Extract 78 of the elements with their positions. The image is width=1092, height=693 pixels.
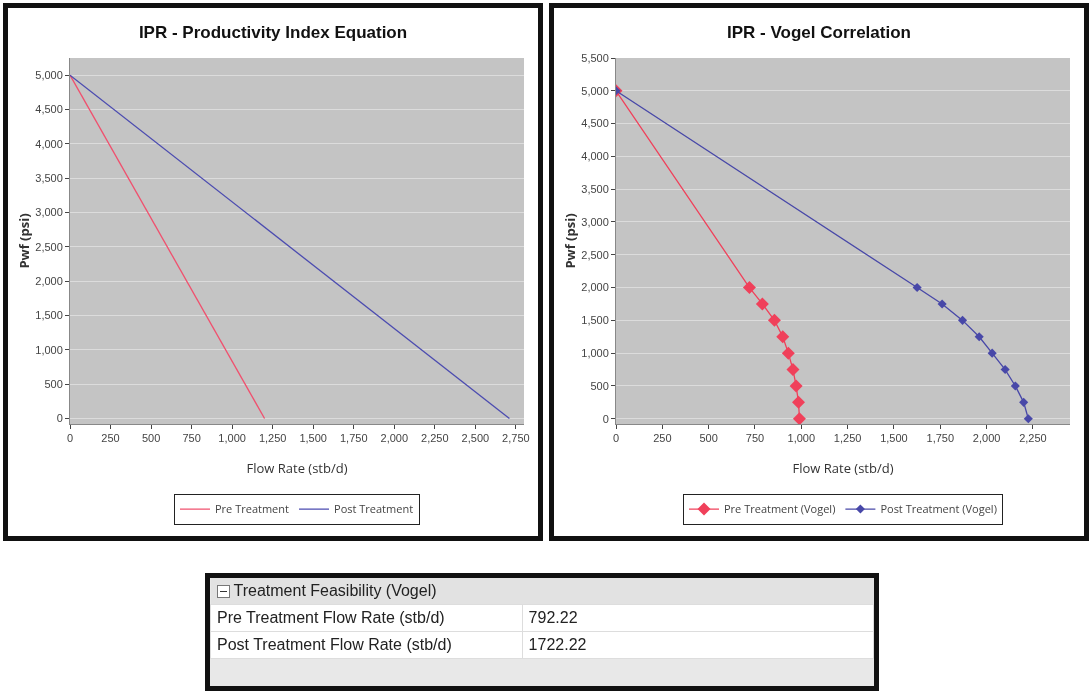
text: 1722.22 (522, 631, 874, 659)
y-axis-title: Pwf (psi) (561, 213, 580, 269)
y-tick-label: 2,500 (581, 248, 609, 261)
point (1000, 365, 1010, 375)
y-tick-label: 1,000 (581, 347, 609, 360)
x-tick-label: 2,250 (421, 432, 449, 445)
point (789, 379, 803, 393)
point (912, 283, 922, 293)
y-tick-label: 1,500 (581, 314, 609, 327)
text: Treatment Feasibility (Vogel) (233, 582, 437, 599)
x-tick-label: 750 (182, 432, 201, 445)
y-tick-label: 5,000 (581, 84, 609, 97)
y-tick-label: 2,500 (35, 240, 63, 253)
legend-label: Pre Treatment (215, 501, 290, 517)
x-tick-label: 0 (66, 432, 74, 445)
y-tick-label: 3,000 (581, 215, 609, 228)
y-tick-label: 3,500 (581, 183, 609, 196)
chart-title: IPR - Vogel Correlation (727, 23, 911, 43)
point (792, 412, 806, 424)
y-tick-label: 0 (602, 412, 609, 425)
legend-label: Post Treatment (Vogel) (880, 501, 997, 517)
point (957, 315, 968, 325)
x-tick-label: 1,000 (218, 432, 246, 445)
y-tick-label: 500 (590, 379, 609, 392)
x-tick-label: 0 (612, 432, 620, 445)
point (1010, 381, 1020, 391)
point (1019, 397, 1029, 407)
text: Pre Treatment Flow Rate (stb/d) (210, 604, 523, 632)
y-tick-label: 1,000 (35, 343, 63, 356)
point (776, 330, 790, 344)
y-tick-label: 4,500 (581, 117, 609, 130)
y-tick-label: 3,500 (35, 172, 63, 185)
x-axis-title: Flow Rate (stb/d) (246, 459, 348, 477)
point (742, 281, 756, 295)
x-tick-label: 2,250 (1019, 432, 1047, 445)
point (786, 363, 800, 377)
x-tick-label: 2,000 (380, 432, 409, 445)
y-tick-label: 5,500 (581, 51, 609, 64)
legend-label: Pre Treatment (Vogel) (724, 501, 836, 517)
text: 792.22 (522, 604, 874, 632)
x-tick-label: 2,500 (461, 432, 490, 445)
x-tick-label: 1,750 (339, 432, 368, 445)
chart-title: IPR - Productivity Index Equation (138, 23, 408, 43)
y-tick-label: 5,000 (35, 69, 63, 82)
y-tick-label: 4,500 (35, 103, 63, 116)
y-tick-label: 3,000 (35, 206, 63, 219)
x-tick-label: 500 (699, 432, 718, 445)
x-tick-label: 1,000 (787, 432, 816, 445)
x-tick-label: 1,750 (926, 432, 955, 445)
legend-label: Post Treatment (334, 501, 414, 517)
y-tick-label: 2,000 (35, 275, 63, 288)
point (755, 297, 769, 311)
y-axis-title: Pwf (psi) (15, 213, 34, 269)
point (767, 313, 781, 327)
x-axis-title: Flow Rate (stb/d) (792, 459, 894, 477)
point (974, 332, 984, 342)
y-tick-label: 4,000 (35, 137, 63, 150)
point (792, 395, 806, 409)
point (937, 299, 947, 309)
x-tick-label: 250 (653, 432, 672, 445)
y-tick-label: 500 (44, 378, 63, 391)
x-tick-label: 250 (101, 432, 120, 445)
x-tick-label: 750 (745, 432, 765, 445)
x-tick-label: 1,500 (880, 432, 908, 445)
x-tick-label: 2,750 (502, 432, 530, 445)
x-tick-label: 1,500 (299, 432, 327, 445)
y-tick-label: 4,000 (581, 150, 609, 163)
y-tick-label: 0 (56, 412, 63, 425)
text: Post Treatment Flow Rate (stb/d) (210, 631, 523, 659)
x-tick-label: 500 (141, 432, 161, 445)
point (987, 348, 997, 358)
point (1023, 414, 1033, 424)
x-tick-label: 2,000 (972, 432, 1001, 445)
x-tick-label: 1,250 (258, 432, 287, 445)
point (781, 346, 795, 360)
y-tick-label: 1,500 (35, 309, 63, 322)
y-tick-label: 2,000 (581, 281, 609, 294)
x-tick-label: 1,250 (833, 432, 862, 445)
